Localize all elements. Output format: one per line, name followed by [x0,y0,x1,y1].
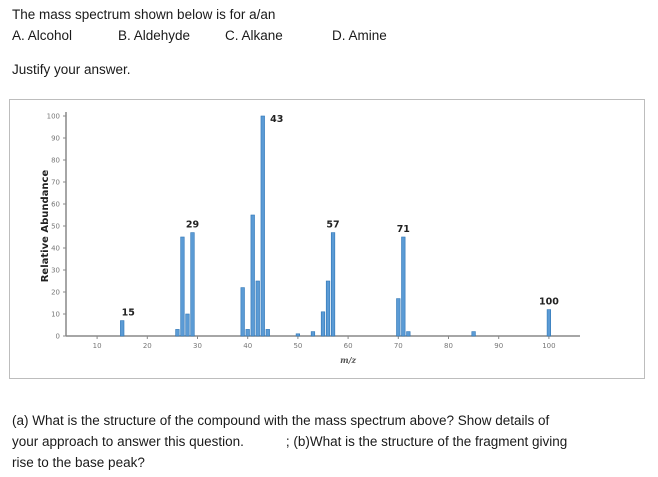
peak-bar-mz-55 [320,311,326,337]
x-tick-label: 50 [293,342,302,350]
part-b-start: ; (b)What is the structure of the fragme… [285,434,568,449]
peak-label-43: 43 [270,114,283,125]
peak-bar-mz-44 [265,329,270,337]
y-tick-label: 50 [51,223,60,231]
x-tick-label: 20 [143,342,152,350]
peak-bar-mz-15 [120,320,125,337]
peak-bar-mz-41 [250,214,255,337]
y-tick-label: 100 [47,113,60,121]
question-stem: The mass spectrum shown below is for a/a… [12,7,276,22]
y-tick-label: 30 [51,267,60,275]
y-axis-title: Relative Abundance [40,170,51,283]
peak-bar-mz-70 [396,298,401,337]
part-a-line3: rise to the base peak? [12,455,145,470]
peak-bar-mz-100 [546,309,551,337]
peak-bar-mz-50 [295,333,301,337]
peak-bar-mz-28 [185,313,190,337]
peak-bar-mz-26 [175,329,180,337]
peak-bar-mz-71 [401,236,406,337]
peak-label-100: 100 [539,297,559,308]
peak-label-29: 29 [186,220,199,231]
chart-svg: 0 10 20 30 40 50 60 70 80 90 100 10 20 30 40 50 60 70 80 90… [40,112,580,365]
peak-bar-mz-42 [255,280,260,337]
y-tick-label: 70 [51,179,60,187]
y-tick-label: 60 [51,201,60,209]
part-a-line2: your approach to answer this question. ; … [12,431,648,452]
peak-bar-mz-39 [240,287,245,337]
option-a[interactable]: A. Alcohol [12,28,73,43]
y-tick-label: 90 [51,135,60,143]
x-tick-label: 30 [193,342,202,350]
justify-prompt: Justify your answer. [12,62,131,77]
part-a-line2-start: your approach to answer this question. [12,434,244,449]
x-tick-label: 60 [344,342,353,350]
x-axis-title: m/z [340,355,356,365]
peak-bar-mz-57 [330,232,336,337]
peak-bar-mz-72 [406,331,411,337]
peak-label-57: 57 [326,220,339,231]
x-tick-label: 90 [494,342,503,350]
peak-bar-mz-56 [325,280,331,337]
y-tick-label: 40 [51,245,60,253]
y-tick-label: 0 [56,333,60,341]
part-a-question: (a) What is the structure of the compoun… [12,410,648,473]
peak-label-15: 15 [122,308,135,319]
mass-spectrum-chart: 0 10 20 30 40 50 60 70 80 90 100 10 20 30 40 50 60 70 80 90… [9,99,645,379]
peak-bar-mz-40 [245,329,250,337]
y-tick-label: 10 [51,311,60,319]
peak-bar-mz-29 [190,232,195,337]
peak-label-71: 71 [397,224,410,235]
x-tick-label: 10 [93,342,102,350]
option-d[interactable]: D. Amine [332,28,387,43]
peak-bar-mz-43 [260,115,265,337]
option-b[interactable]: B. Aldehyde [118,28,191,43]
part-a-line1: (a) What is the structure of the compoun… [12,413,550,428]
peak-bar-mz-27 [180,236,185,337]
y-tick-label: 20 [51,289,60,297]
peak-bar-mz-53 [310,331,316,337]
x-tick-label: 100 [542,342,555,350]
x-tick-label: 80 [444,342,453,350]
x-tick-label: 40 [243,342,252,350]
x-tick-label: 70 [394,342,403,350]
option-c[interactable]: C. Alkane [225,28,283,43]
peak-bar-mz-85 [471,331,476,337]
y-tick-label: 80 [51,157,60,165]
